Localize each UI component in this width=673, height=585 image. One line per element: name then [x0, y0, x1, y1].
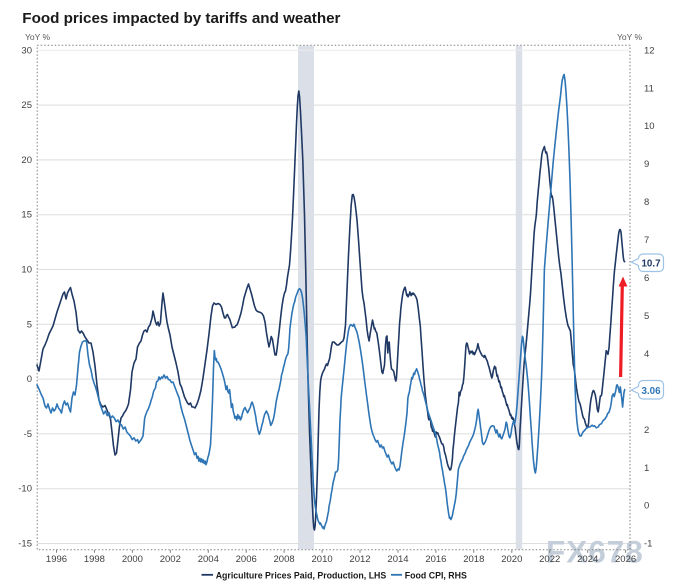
svg-text:1998: 1998 [84, 554, 105, 565]
svg-text:5: 5 [644, 311, 649, 322]
svg-text:2024: 2024 [577, 554, 598, 565]
svg-text:2014: 2014 [387, 554, 408, 565]
svg-text:5: 5 [27, 319, 32, 330]
svg-text:2010: 2010 [312, 554, 333, 565]
svg-text:0: 0 [644, 501, 649, 512]
svg-text:2012: 2012 [349, 554, 370, 565]
svg-text:11: 11 [644, 83, 654, 94]
svg-text:Food prices impacted by tariff: Food prices impacted by tariffs and weat… [22, 10, 340, 27]
svg-text:1996: 1996 [46, 554, 67, 565]
svg-text:10: 10 [644, 121, 655, 132]
svg-text:15: 15 [21, 210, 32, 221]
svg-text:2004: 2004 [198, 554, 219, 565]
svg-text:7: 7 [644, 235, 649, 246]
svg-text:10: 10 [21, 265, 32, 276]
svg-text:2022: 2022 [539, 554, 560, 565]
svg-text:2000: 2000 [122, 554, 143, 565]
svg-text:-5: -5 [24, 429, 32, 440]
svg-text:Food CPI, RHS: Food CPI, RHS [405, 570, 467, 580]
svg-text:9: 9 [644, 159, 649, 170]
svg-text:2018: 2018 [463, 554, 484, 565]
svg-text:FX678: FX678 [546, 533, 644, 569]
svg-text:-10: -10 [18, 484, 32, 495]
svg-text:2: 2 [644, 425, 649, 436]
svg-text:4: 4 [644, 349, 649, 360]
svg-text:10.7: 10.7 [641, 259, 661, 270]
svg-text:3.06: 3.06 [641, 386, 661, 397]
svg-text:30: 30 [21, 45, 32, 56]
svg-text:2016: 2016 [425, 554, 446, 565]
svg-text:-1: -1 [644, 539, 652, 550]
svg-text:-15: -15 [18, 539, 32, 550]
svg-text:2020: 2020 [501, 554, 522, 565]
svg-text:2008: 2008 [274, 554, 295, 565]
svg-text:20: 20 [21, 155, 32, 166]
svg-text:25: 25 [21, 100, 32, 111]
svg-text:8: 8 [644, 197, 649, 208]
svg-text:2026: 2026 [615, 554, 636, 565]
svg-text:1: 1 [644, 463, 649, 474]
svg-text:Agriculture Prices Paid, Produ: Agriculture Prices Paid, Production, LHS [216, 570, 387, 580]
svg-text:YoY %: YoY % [25, 32, 50, 42]
svg-text:12: 12 [644, 45, 655, 56]
svg-text:YoY %: YoY % [617, 32, 642, 42]
svg-text:0: 0 [27, 374, 32, 385]
svg-text:2002: 2002 [160, 554, 181, 565]
svg-text:6: 6 [644, 273, 649, 284]
svg-text:2006: 2006 [236, 554, 257, 565]
